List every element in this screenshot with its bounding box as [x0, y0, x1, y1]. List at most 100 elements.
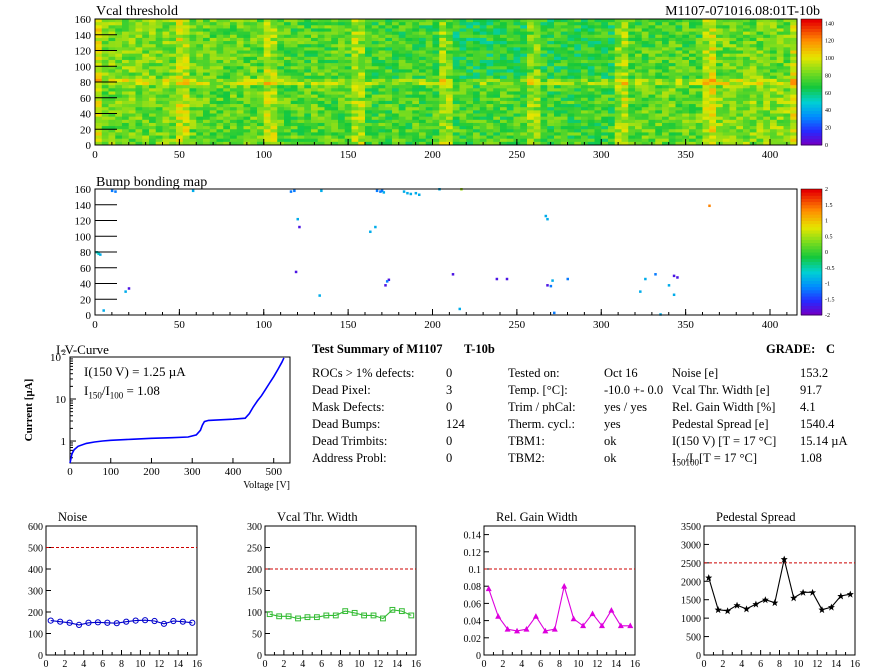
y-tick-label: 300 [247, 522, 262, 533]
data-point [532, 613, 539, 619]
data-point [361, 612, 367, 619]
x-tick-label: 10 [135, 659, 145, 670]
y-tick-label: 400 [28, 565, 43, 576]
summary-row-value: 91.7 [800, 383, 822, 397]
summary-row-value: 1540.4 [800, 417, 835, 431]
bump-point [374, 225, 377, 229]
x-tick-label: 400 [762, 319, 779, 331]
x-tick-label: 8 [338, 659, 343, 670]
summary-row-value: 1.08 [800, 451, 822, 465]
iv-series-line [69, 357, 285, 464]
summary-row-label: Address Probl: [312, 451, 387, 465]
y-tick-label: 160 [75, 184, 92, 196]
bump-point [379, 190, 382, 193]
bump-point [551, 279, 554, 282]
x-tick-label: 12 [154, 659, 164, 670]
bump-point [318, 294, 321, 297]
data-point [724, 607, 732, 615]
summary-row-value: yes / yes [604, 400, 648, 414]
y-tick-label: 120 [75, 46, 92, 58]
x-tick-label: 16 [411, 659, 421, 670]
x-tick-label: 16 [850, 659, 860, 670]
x-tick-label: 0 [44, 659, 49, 670]
iv-frame [69, 356, 291, 464]
bump-point [127, 287, 131, 290]
series-line [488, 586, 631, 632]
y-tick-label: 0 [86, 140, 92, 152]
y-tick-label: 0 [38, 651, 43, 662]
summary-row-value: 0 [446, 434, 453, 448]
x-tick-label: 2 [62, 659, 67, 670]
bump-point [114, 190, 117, 193]
bump-point [667, 284, 671, 287]
iv-x-tick-label: 100 [102, 466, 119, 478]
summary-row-value: Oct 16 [604, 366, 638, 380]
x-tick-label: 4 [300, 659, 305, 670]
series-line [708, 559, 851, 612]
iv-y-tick-exponent: 2 [62, 348, 66, 357]
series-line [50, 619, 193, 626]
summary-row-value: 0 [446, 400, 453, 414]
y-tick-label: 40 [80, 279, 92, 291]
palette-bar [801, 189, 822, 316]
bump-point [385, 280, 389, 283]
x-tick-label: 6 [758, 659, 763, 670]
bump-point [544, 214, 548, 218]
data-point [295, 615, 301, 622]
data-point [380, 615, 386, 622]
data-point [733, 601, 741, 609]
data-point [266, 611, 273, 618]
x-tick-label: 50 [174, 319, 186, 331]
y-tick-label: 140 [75, 30, 92, 42]
iv-x-tick-label: 0 [67, 466, 73, 478]
y-tick-label: 3000 [681, 540, 701, 551]
data-point [104, 619, 111, 626]
ratio-label-sub2: 100 [685, 457, 700, 468]
data-point [818, 606, 826, 614]
x-tick-label: 6 [538, 659, 543, 670]
y-tick-label: 140 [75, 200, 92, 212]
iv-y-axis-label: Current [µA] [23, 379, 35, 442]
palette-tick-label: -1.5 [825, 297, 835, 303]
module-id: M1107-071016.08:01T-10b [665, 4, 820, 19]
y-tick-label: 0.04 [464, 617, 482, 628]
palette-tick-label: 120 [825, 39, 834, 45]
series-line [269, 609, 412, 620]
bump-point [676, 276, 679, 279]
summary-row-label: Noise [e] [672, 366, 719, 380]
data-point [580, 622, 587, 629]
y-tick-label: 500 [28, 544, 43, 555]
data-point [389, 606, 396, 613]
x-tick-label: 200 [424, 149, 441, 161]
iv-title: I-V-Curve [56, 342, 109, 357]
data-point [57, 618, 64, 625]
x-tick-label: 100 [256, 149, 273, 161]
x-tick-label: 150 [340, 319, 357, 331]
data-point [160, 620, 168, 627]
y-tick-label: 0.02 [464, 634, 482, 645]
y-tick-label: 0 [86, 310, 92, 322]
bump-point [191, 189, 195, 193]
summary-row-label: Therm. cycl.: [508, 417, 575, 431]
roc-chart-0: 0 2 4 6 8 10 12 14 16 0 100 200 300 400 500 600 [28, 522, 202, 670]
bump-point [402, 190, 406, 193]
data-point [113, 620, 120, 627]
data-point [495, 613, 502, 619]
y-tick-label: 100 [247, 608, 262, 619]
data-point [342, 608, 349, 615]
palette-frame [800, 18, 823, 146]
map-frame [94, 188, 798, 316]
bump-point [549, 284, 553, 288]
y-tick-label: 0.06 [464, 599, 482, 610]
palette-tick-label: -2 [825, 313, 830, 319]
data-point [75, 621, 83, 629]
y-tick-label: 2000 [681, 577, 701, 588]
summary-title: Test Summary of M1107 [312, 342, 443, 356]
y-tick-label: 40 [80, 109, 92, 121]
x-tick-label: 8 [777, 659, 782, 670]
summary-row-value: 0 [446, 451, 453, 465]
bump-point [406, 191, 409, 195]
summary-row-label: Dead Trimbits: [312, 434, 388, 448]
x-tick-label: 2 [720, 659, 725, 670]
